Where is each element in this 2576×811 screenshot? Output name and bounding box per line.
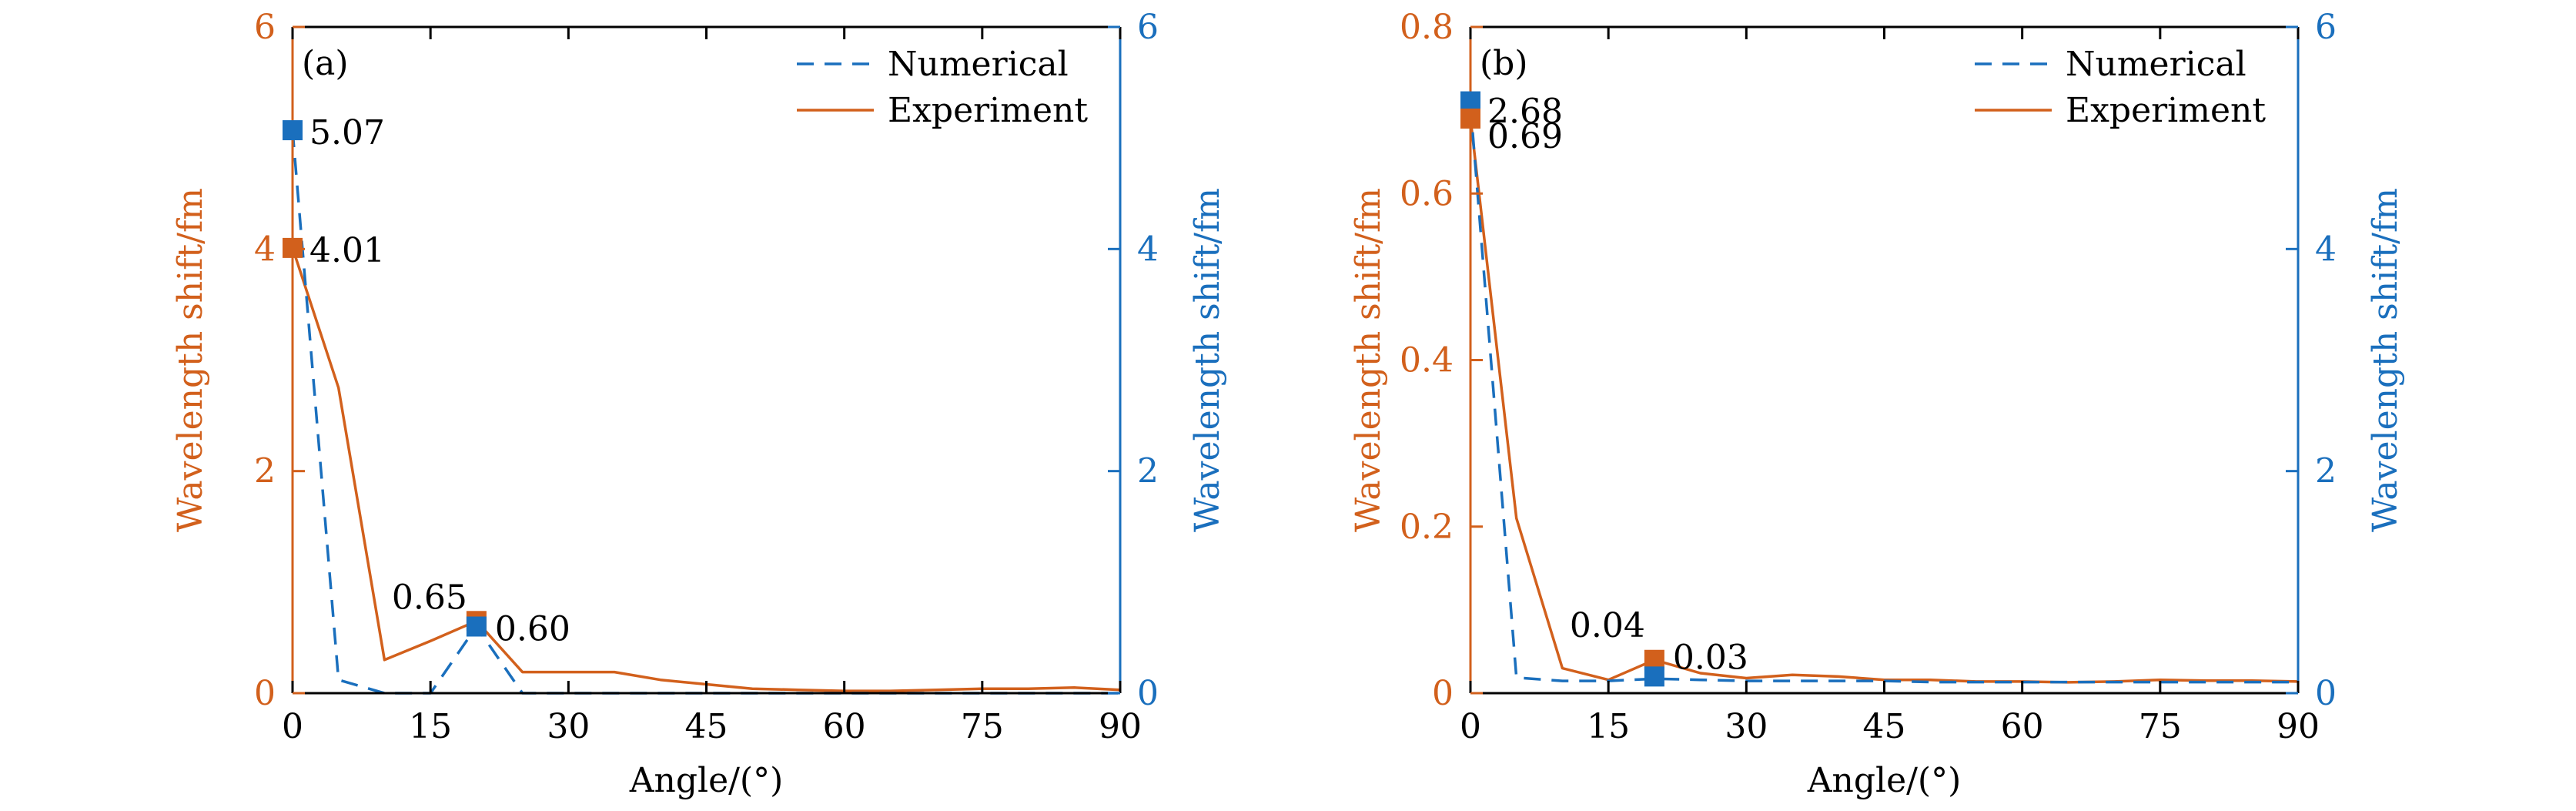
data-marker-numerical: [1460, 91, 1480, 112]
legend-label-experiment: Experiment: [2066, 91, 2266, 130]
series-line-numerical: [1469, 104, 2298, 684]
left-y-tick-label: 0: [254, 674, 276, 713]
legend-label-experiment: Experiment: [888, 91, 1088, 130]
series-line-experiment: [291, 247, 1121, 692]
left-y-axis-title: Wavelength shift/fm: [171, 188, 210, 532]
left-y-tick-label: 4: [254, 230, 276, 269]
left-y-tick-label: 6: [254, 8, 276, 47]
series-line-experiment: [1469, 118, 2299, 684]
data-label: 5.07: [309, 113, 385, 152]
data-marker-experiment: [1460, 108, 1480, 129]
legend-label-numerical: Numerical: [2066, 45, 2246, 84]
x-tick-label: 45: [1863, 707, 1906, 746]
right-y-tick-label: 2: [1137, 452, 1159, 491]
legend-label-numerical: Numerical: [888, 45, 1069, 84]
x-tick-label: 30: [547, 707, 590, 746]
right-y-tick-label: 6: [2315, 8, 2337, 47]
chart-panel-b: 0 15 30 45 60 75 9000.20.40.60.80246Angle/(°)W…: [1349, 8, 2405, 800]
x-tick-label: 0: [1460, 707, 1481, 746]
x-tick-label: 90: [1099, 707, 1142, 746]
right-y-tick-label: 4: [2315, 230, 2337, 269]
data-marker-numerical: [1644, 666, 1664, 687]
chart-panel-a: 0 15 30 45 60 75 9002460246Angle/(°)Wavelength…: [171, 8, 1227, 800]
left-y-tick-label: 2: [254, 452, 276, 491]
left-y-tick-label: 0.8: [1400, 8, 1454, 47]
x-axis-title: Angle/(°): [629, 761, 784, 800]
panel-label: (a): [302, 44, 349, 83]
left-y-axis-title: Wavelength shift/fm: [1349, 188, 1388, 532]
right-y-tick-label: 6: [1137, 8, 1159, 47]
data-label: 0.04: [1570, 606, 1645, 645]
data-marker-numerical: [283, 120, 303, 141]
left-y-tick-label: 0.4: [1400, 341, 1454, 380]
x-tick-label: 75: [961, 707, 1004, 746]
data-label: 4.01: [309, 231, 385, 270]
x-tick-label: 45: [685, 707, 728, 746]
right-y-axis-title: Wavelength shift/fm: [2366, 188, 2405, 532]
x-tick-label: 0: [282, 707, 303, 746]
x-tick-label: 30: [1725, 707, 1768, 746]
data-label: 0.69: [1487, 117, 1563, 156]
x-tick-label: 60: [823, 707, 866, 746]
data-label: 0.60: [495, 610, 570, 649]
x-tick-label: 60: [2001, 707, 2044, 746]
right-y-tick-label: 2: [2315, 452, 2337, 491]
panel-label: (b): [1480, 44, 1528, 83]
x-tick-label: 75: [2139, 707, 2182, 746]
right-y-tick-label: 0: [2315, 674, 2337, 713]
right-y-axis-title: Wavelength shift/fm: [1188, 188, 1227, 532]
data-marker-experiment: [283, 237, 303, 258]
x-tick-label: 15: [1587, 707, 1630, 746]
right-y-tick-label: 4: [1137, 230, 1159, 269]
x-tick-label: 15: [409, 707, 452, 746]
right-y-tick-label: 0: [1137, 674, 1159, 713]
data-label: 0.65: [392, 578, 467, 617]
data-marker-numerical: [466, 616, 487, 637]
x-tick-label: 90: [2277, 707, 2320, 746]
data-label: 2.68: [1487, 92, 1563, 132]
data-label: 0.03: [1673, 638, 1748, 677]
x-axis-title: Angle/(°): [1807, 761, 1962, 800]
left-y-tick-label: 0.6: [1400, 174, 1454, 213]
left-y-tick-label: 0.2: [1400, 508, 1454, 547]
left-y-tick-label: 0: [1432, 674, 1454, 713]
